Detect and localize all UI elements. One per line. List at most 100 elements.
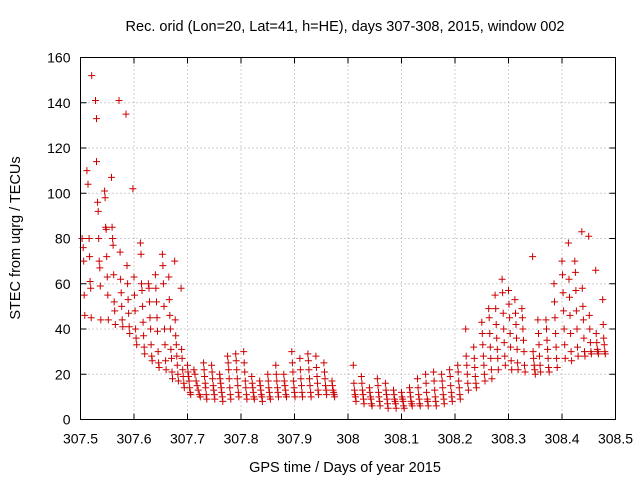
data-point [174, 377, 182, 385]
data-point [506, 314, 514, 322]
data-point [169, 375, 176, 383]
data-point [568, 357, 576, 365]
data-point [177, 284, 185, 292]
data-point [264, 377, 272, 385]
data-point [357, 373, 365, 380]
x-tick-label: 307.7 [170, 431, 205, 447]
data-point [101, 194, 109, 202]
data-point [193, 382, 201, 390]
data-point [455, 377, 463, 385]
x-tick-label: 307.5 [63, 431, 98, 447]
data-point [472, 384, 480, 392]
data-point [505, 300, 513, 308]
data-point [80, 291, 88, 299]
data-point [358, 379, 366, 387]
data-point [159, 262, 167, 270]
data-point [438, 370, 446, 378]
data-point [94, 207, 102, 215]
data-point [519, 325, 527, 333]
data-point [550, 280, 558, 288]
data-point [108, 223, 116, 231]
data-point [574, 352, 582, 360]
data-point [305, 366, 313, 374]
data-point [154, 348, 162, 356]
data-point [145, 284, 153, 292]
data-point [151, 271, 159, 279]
data-point [536, 361, 544, 369]
data-point [521, 361, 528, 369]
data-point [155, 364, 163, 371]
data-point [307, 393, 315, 401]
data-point [210, 386, 218, 394]
data-point [172, 341, 180, 349]
data-point [543, 325, 550, 333]
data-point [241, 368, 249, 376]
data-point [561, 341, 569, 349]
data-point [480, 370, 488, 378]
data-point [138, 280, 145, 288]
data-point [531, 366, 539, 374]
data-point [408, 402, 416, 410]
data-point [202, 391, 210, 399]
data-point [158, 250, 166, 258]
data-point [535, 341, 543, 349]
data-point [297, 375, 305, 383]
data-point [312, 364, 320, 371]
data-point [148, 357, 156, 365]
data-point [125, 309, 133, 317]
data-point [122, 110, 130, 118]
data-point [93, 158, 100, 166]
data-point [406, 384, 413, 392]
data-point [368, 402, 376, 410]
data-point [531, 370, 539, 378]
data-point [600, 334, 608, 342]
y-tick-label: 60 [55, 276, 71, 292]
data-point [478, 318, 486, 326]
data-point [144, 280, 152, 288]
data-point [136, 239, 144, 247]
data-point [242, 384, 250, 392]
data-point [184, 361, 191, 369]
data-point [115, 97, 123, 104]
data-point [376, 402, 384, 410]
data-point [248, 373, 256, 380]
data-point [304, 350, 312, 358]
data-point [117, 289, 125, 297]
data-point [166, 311, 174, 319]
data-point [101, 187, 109, 195]
data-point [567, 348, 575, 356]
data-point [296, 366, 304, 374]
data-point [601, 350, 609, 358]
data-point [165, 273, 173, 281]
data-point [552, 343, 560, 351]
data-point [530, 354, 538, 362]
data-point [600, 341, 608, 349]
data-point [147, 325, 155, 333]
data-point [184, 368, 192, 376]
data-point [494, 366, 502, 374]
data-point [485, 314, 493, 322]
data-point [102, 225, 110, 233]
y-tick-label: 40 [55, 321, 71, 337]
data-point [315, 391, 323, 399]
data-point [138, 287, 146, 294]
data-point [566, 293, 573, 301]
data-point [572, 287, 580, 294]
data-point [478, 330, 486, 337]
grid-lines [80, 57, 616, 420]
data-point [104, 316, 112, 324]
data-point [558, 257, 566, 265]
data-point [392, 404, 400, 412]
data-point [422, 379, 430, 387]
data-point [249, 384, 257, 392]
data-point [299, 393, 306, 401]
data-point [592, 266, 600, 274]
y-tick-label: 140 [47, 95, 71, 111]
data-point [464, 386, 472, 394]
data-point [203, 395, 211, 403]
data-point [146, 314, 154, 322]
data-point [518, 305, 526, 313]
data-point [88, 72, 96, 80]
x-tick-label: 308.3 [491, 431, 526, 447]
